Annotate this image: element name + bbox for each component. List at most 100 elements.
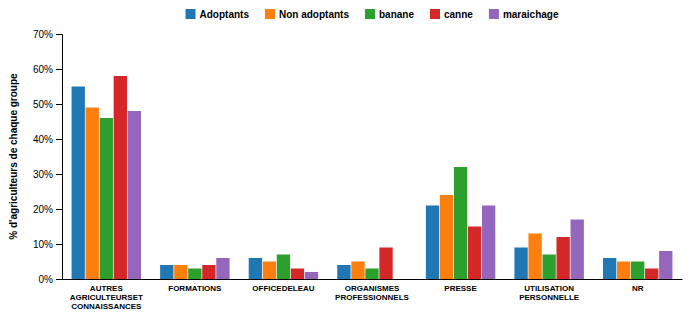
bar xyxy=(128,111,141,279)
bar xyxy=(114,76,127,279)
bar xyxy=(571,220,584,280)
tick-mark xyxy=(56,174,62,175)
bar xyxy=(188,269,201,280)
axis-line xyxy=(56,35,63,280)
legend-item: Non adoptants xyxy=(265,9,349,20)
tick-mark xyxy=(56,209,62,210)
legend-label: banane xyxy=(379,9,414,20)
bar xyxy=(440,195,453,279)
bar xyxy=(72,87,85,280)
bar xyxy=(100,118,113,279)
y-tick: 60% xyxy=(33,64,62,75)
tick-label: 10% xyxy=(33,239,53,250)
bar xyxy=(631,262,644,280)
bar xyxy=(277,255,290,280)
bar-series xyxy=(72,87,617,280)
bar xyxy=(216,258,229,279)
bar xyxy=(86,108,99,280)
tick-mark xyxy=(56,69,62,70)
x-axis: AUTRESAGRICULTEURSETCONNAISSANCES FORMATI… xyxy=(63,280,683,312)
tick-mark xyxy=(56,244,62,245)
y-tick: 70% xyxy=(33,29,62,40)
tick-label: OFFICEDELEAU xyxy=(252,284,314,293)
tick-label: AUTRESAGRICULTEURSETCONNAISSANCES xyxy=(70,284,143,311)
legend-item: canne xyxy=(430,9,473,20)
tick-label: 30% xyxy=(33,169,53,180)
legend: Adoptants Non adoptants banane canne maraich… xyxy=(186,9,559,20)
legend-item: maraichage xyxy=(489,9,559,20)
bar-series xyxy=(114,76,659,279)
bar xyxy=(557,237,570,279)
tick-label: 70% xyxy=(33,29,53,40)
x-tick: AUTRESAGRICULTEURSETCONNAISSANCES xyxy=(70,284,143,311)
legend-label: canne xyxy=(444,9,473,20)
legend-label: maraichage xyxy=(503,9,559,20)
tick-mark xyxy=(56,279,62,280)
bar xyxy=(160,265,173,279)
bar xyxy=(645,269,658,280)
bar xyxy=(603,258,616,279)
bar xyxy=(351,262,364,280)
tick-label: FORMATIONS xyxy=(168,284,222,293)
legend-swatch xyxy=(430,9,440,19)
bar xyxy=(305,272,318,279)
bar xyxy=(174,265,187,279)
bar xyxy=(202,265,215,279)
tick-label: NR xyxy=(632,284,644,293)
y-axis: 0% 10% 20% 30% 40% 50% 60% 70% xyxy=(33,29,63,285)
tick-label: ORGANISMESPROFESSIONNELS xyxy=(335,284,409,302)
tick-label: 20% xyxy=(33,204,53,215)
bar xyxy=(393,279,406,280)
bar xyxy=(263,262,276,280)
bar xyxy=(379,248,392,280)
tick-label: PRESSE xyxy=(444,284,477,293)
x-tick: NR xyxy=(632,284,644,293)
tick-label: 50% xyxy=(33,99,53,110)
legend-item: Adoptants xyxy=(186,9,250,20)
bar xyxy=(426,206,439,280)
x-tick: PRESSE xyxy=(444,284,477,293)
tick-label: UTILISATIONPERSONNELLE xyxy=(519,284,580,302)
y-tick: 20% xyxy=(33,204,62,215)
legend-item: banane xyxy=(365,9,414,20)
legend-swatch xyxy=(365,9,375,19)
bar xyxy=(514,248,527,280)
tick-label: 0% xyxy=(39,274,54,285)
bar xyxy=(482,206,495,280)
y-axis-title: % d'agriculteurs de chaque groupe xyxy=(8,73,19,240)
bar-series xyxy=(100,118,645,279)
legend-swatch xyxy=(489,9,499,19)
tick-label: 60% xyxy=(33,64,53,75)
y-tick: 30% xyxy=(33,169,62,180)
x-tick: ORGANISMESPROFESSIONNELS xyxy=(335,284,409,302)
y-tick: 0% xyxy=(39,274,62,285)
bar xyxy=(337,265,350,279)
tick-mark xyxy=(56,34,62,35)
bar xyxy=(468,227,481,280)
bars xyxy=(72,76,673,279)
chart: 0% 10% 20% 30% 40% 50% 60% 70% AUTRESAGRICULTEUR… xyxy=(0,0,697,327)
plot: 0% 10% 20% 30% 40% 50% 60% 70% AUTRESAGRICULTEUR… xyxy=(33,29,683,311)
bar-series xyxy=(86,108,631,280)
bar xyxy=(365,269,378,280)
bar xyxy=(659,251,672,279)
tick-mark xyxy=(56,139,62,140)
bar xyxy=(249,258,262,279)
bar xyxy=(542,255,555,280)
x-tick: FORMATIONS xyxy=(168,284,222,293)
bar xyxy=(454,167,467,279)
tick-mark xyxy=(56,104,62,105)
axis-line xyxy=(63,279,683,280)
legend-swatch xyxy=(265,9,275,19)
x-tick: OFFICEDELEAU xyxy=(252,284,314,293)
bar-series xyxy=(128,111,673,279)
tick-label: 40% xyxy=(33,134,53,145)
bar xyxy=(617,262,630,280)
x-tick: UTILISATIONPERSONNELLE xyxy=(519,284,580,302)
legend-label: Non adoptants xyxy=(279,9,349,20)
y-tick: 50% xyxy=(33,99,62,110)
y-tick: 10% xyxy=(33,239,62,250)
y-tick: 40% xyxy=(33,134,62,145)
bar xyxy=(528,234,541,280)
legend-label: Adoptants xyxy=(200,9,250,20)
